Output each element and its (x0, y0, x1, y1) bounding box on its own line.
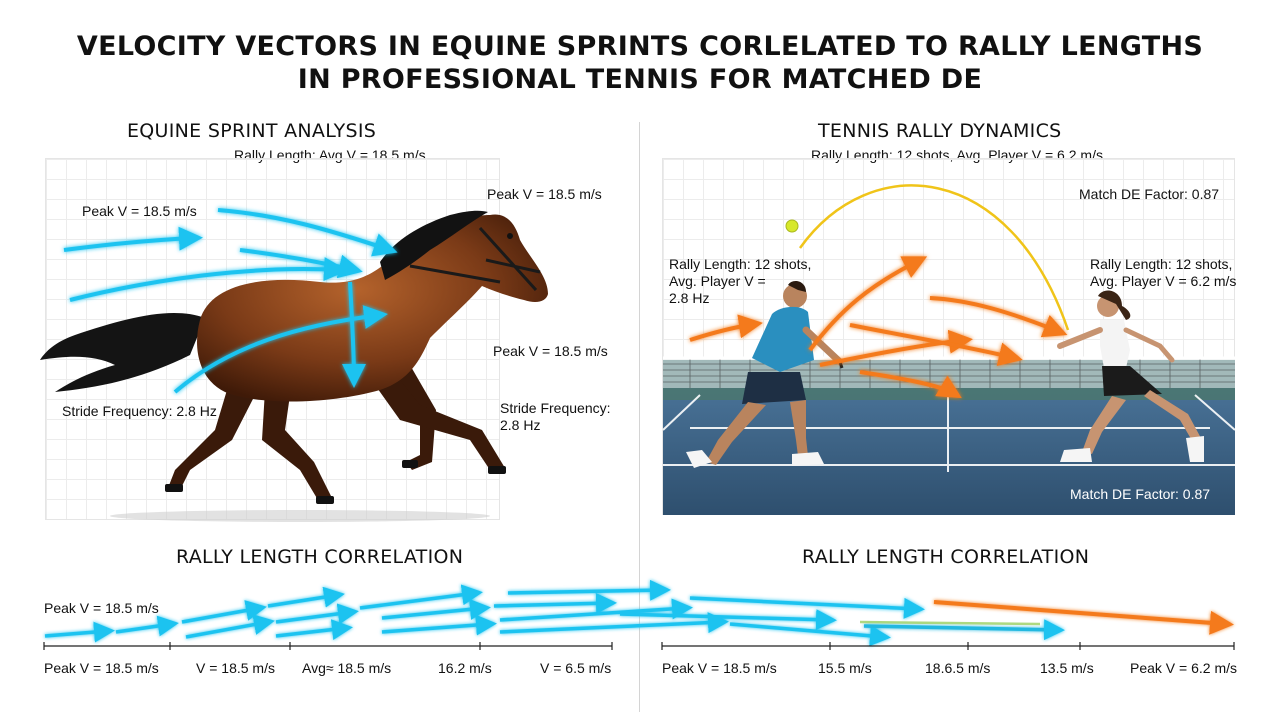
tennis-velocity-vectors (689, 256, 1068, 399)
blue-correlation-arrows (44, 579, 1065, 647)
page-title: VELOCITY VECTORS IN EQUINE SPRINTS CORLE… (0, 30, 1280, 96)
horse-tail (40, 313, 205, 392)
green-correlation-line (859, 620, 1041, 626)
left-tick-4: 16.2 m/s (438, 660, 492, 676)
tennis-heading: TENNIS RALLY DYNAMICS (818, 120, 1062, 142)
tennis-left-line-1: Rally Length: 12 shots, (669, 256, 812, 272)
equine-velocity-vectors (63, 208, 398, 394)
equine-illustration (40, 208, 548, 522)
tennis-match-de-top: Match DE Factor: 0.87 (1079, 186, 1220, 202)
horse-bridle (409, 226, 541, 292)
left-tick-3: Avg≈ 18.5 m/s (302, 660, 392, 676)
equine-peak-mid-right: Peak V = 18.5 m/s (493, 343, 608, 359)
tennis-left-line-2: Avg. Player V = (669, 273, 766, 289)
player-left (686, 280, 844, 468)
equine-stride-right-1: Stride Frequency: (500, 400, 611, 416)
horse-eye (507, 233, 513, 239)
equine-peak-top-right: Peak V = 18.5 m/s (487, 186, 602, 202)
right-tick-3: 18.6.5 m/s (925, 660, 991, 676)
horse-hooves (165, 460, 506, 504)
tennis-right-line-1: Rally Length: 12 shots, (1090, 256, 1233, 272)
court-lines (662, 394, 1236, 472)
right-tick-1: Peak V = 18.5 m/s (662, 660, 777, 676)
horse-shadow (110, 510, 490, 522)
equine-stride-right-2: 2.8 Hz (500, 417, 541, 433)
correlation-heading-left: RALLY LENGTH CORRELATION (176, 546, 464, 568)
left-tick-5: V = 6.5 m/s (540, 660, 612, 676)
player-right (1057, 290, 1204, 462)
horse-mane (380, 210, 488, 280)
horse-legs (168, 365, 505, 500)
orange-correlation-arrow (933, 600, 1234, 635)
equine-peak-left: Peak V = 18.5 m/s (82, 203, 197, 219)
title-line-2: IN PROFESSIONAL TENNIS FOR MATCHED DE (297, 64, 983, 95)
correlation-heading-right: RALLY LENGTH CORRELATION (802, 546, 1090, 568)
correlation-top-label: Peak V = 18.5 m/s (44, 600, 159, 616)
equine-heading: EQUINE SPRINT ANALYSIS (127, 120, 377, 142)
left-tick-1: Peak V = 18.5 m/s (44, 660, 159, 676)
tennis-illustration (662, 184, 1236, 515)
title-line-1: VELOCITY VECTORS IN EQUINE SPRINTS CORLE… (76, 31, 1204, 62)
right-tick-4: 13.5 m/s (1040, 660, 1094, 676)
center-divider (639, 122, 640, 712)
correlation-axes (43, 642, 1235, 650)
tennis-ball (785, 219, 799, 233)
right-tick-5: Peak V = 6.2 m/s (1130, 660, 1237, 676)
left-tick-2: V = 18.5 m/s (196, 660, 275, 676)
tennis-right-line-2: Avg. Player V = 6.2 m/s (1090, 273, 1237, 289)
equine-stride-left: Stride Frequency: 2.8 Hz (62, 403, 217, 419)
tennis-match-de-bottom: Match DE Factor: 0.87 (1070, 486, 1211, 502)
ball-trajectory (798, 184, 1070, 331)
right-tick-2: 15.5 m/s (818, 660, 872, 676)
tennis-left-line-3: 2.8 Hz (669, 290, 710, 306)
